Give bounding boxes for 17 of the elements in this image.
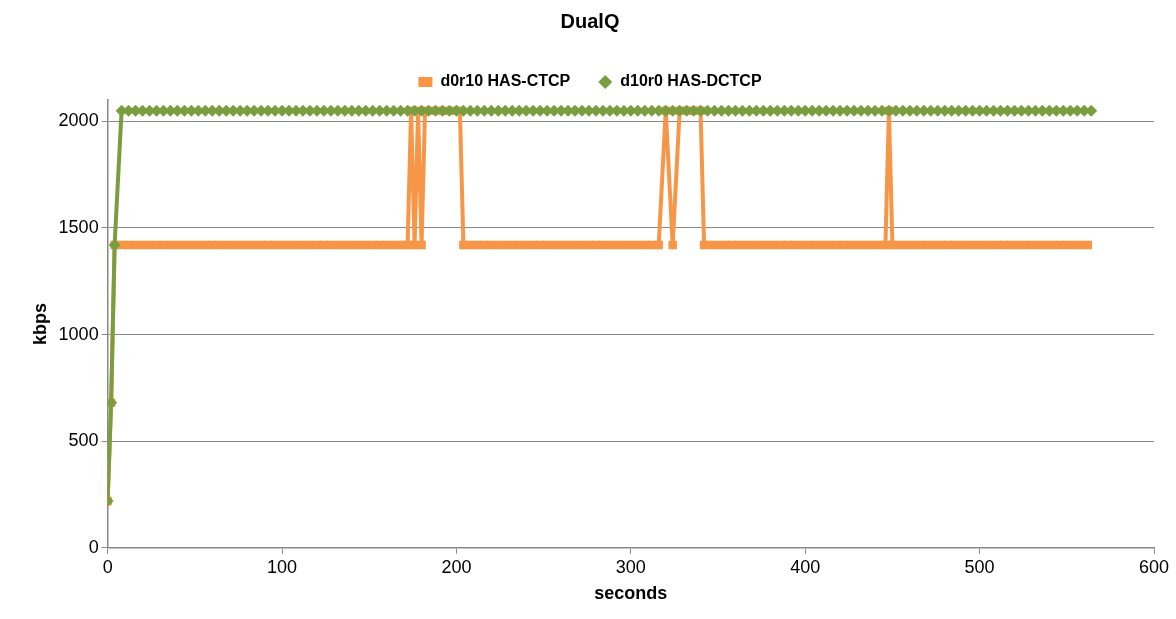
y-tick-label: 2000 xyxy=(58,110,99,131)
y-tick-label: 1000 xyxy=(58,323,99,344)
y-tick-label: 0 xyxy=(88,536,99,557)
chart-title: DualQ xyxy=(560,9,620,32)
x-axis-title: seconds xyxy=(594,583,668,604)
x-tick-label: 500 xyxy=(964,556,995,577)
x-tick-label: 100 xyxy=(267,556,298,577)
y-tick-label: 500 xyxy=(68,430,99,451)
x-tick-label: 300 xyxy=(615,556,646,577)
x-tick-label: 600 xyxy=(1138,556,1170,577)
x-tick-label: 200 xyxy=(441,556,472,577)
legend-label: d10r0 HAS-DCTCP xyxy=(620,72,762,90)
y-tick-label: 1500 xyxy=(58,216,99,237)
legend-label: d0r10 HAS-CTCP xyxy=(440,72,571,90)
x-tick-label: 0 xyxy=(102,556,113,577)
x-tick-label: 400 xyxy=(790,556,821,577)
y-axis-title: kbps xyxy=(29,302,50,345)
